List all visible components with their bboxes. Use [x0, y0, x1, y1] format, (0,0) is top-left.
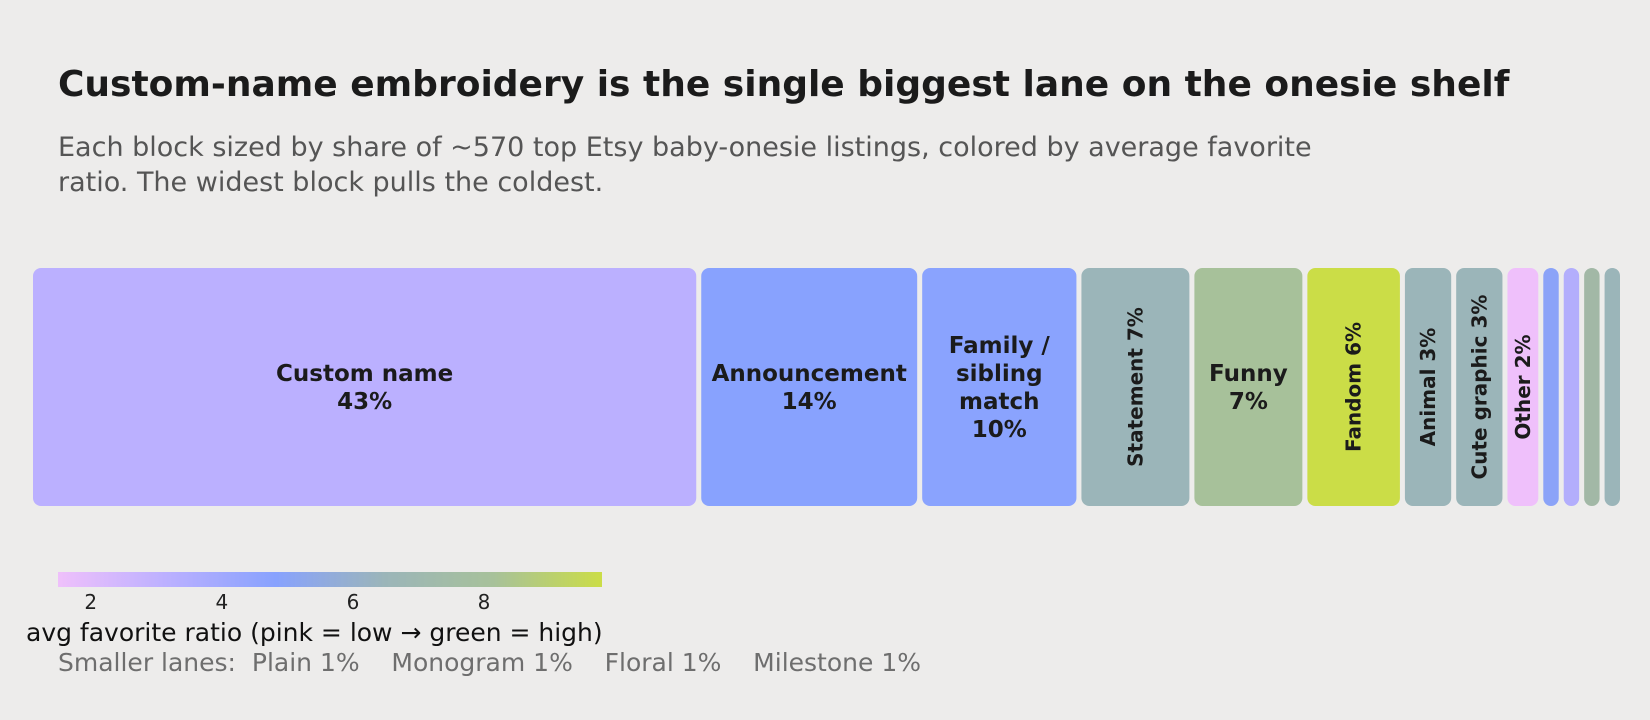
block-label-line: 10%: [972, 417, 1027, 443]
chart-title: Custom-name embroidery is the single big…: [58, 64, 1510, 105]
block-rect-other: [1507, 268, 1539, 506]
block-label-family-sibling-match: Family / sibling match 10%: [949, 333, 1051, 443]
colorbar-tick-label: 6: [346, 590, 360, 614]
block-label-line: Custom name: [276, 361, 453, 387]
block-other: Other 2%: [1507, 268, 1539, 506]
block-floral: [1584, 268, 1600, 506]
block-label-line: match: [959, 389, 1040, 415]
block-label-line: 43%: [337, 389, 392, 415]
block-label-line: Announcement: [712, 361, 907, 387]
colorbar-tick-label: 4: [215, 590, 229, 614]
block-label-fandom: Fandom 6%: [1342, 322, 1366, 452]
block-label-funny: Funny 7%: [1209, 361, 1288, 415]
block-label-line: 14%: [782, 389, 837, 415]
treemap-chart: Custom name 43% Announcement 14% Family / sib…: [33, 268, 1620, 506]
block-cute-graphic: Cute graphic 3%: [1456, 268, 1503, 506]
block-label-custom-name: Custom name 43%: [276, 361, 453, 415]
block-rect-cute-graphic: [1456, 268, 1503, 506]
colorbar-tick-label: 2: [84, 590, 98, 614]
block-rect-announcement: [701, 268, 918, 506]
block-label-cute-graphic: Cute graphic 3%: [1467, 295, 1491, 480]
block-milestone: [1604, 268, 1620, 506]
colorbar-ticks: 2 4 6 8: [58, 588, 602, 614]
smaller-lanes-note: Smaller lanes: Plain 1% Monogram 1% Flor…: [58, 648, 921, 677]
block-label-other: Other 2%: [1511, 334, 1535, 439]
block-plain: [1543, 268, 1559, 506]
block-family-sibling-match: Family / sibling match 10%: [922, 268, 1077, 506]
block-rect-fandom: [1307, 268, 1400, 506]
block-rect-floral: [1584, 268, 1600, 506]
block-fandom: Fandom 6%: [1307, 268, 1400, 506]
block-animal: Animal 3%: [1404, 268, 1452, 506]
block-rect-family-sibling-match: [922, 268, 1077, 506]
block-label-line: Family /: [949, 333, 1051, 359]
block-rect-milestone: [1604, 268, 1620, 506]
block-announcement: Announcement 14%: [701, 268, 918, 506]
block-label-animal: Animal 3%: [1416, 328, 1440, 447]
block-rect-custom-name: [33, 268, 697, 506]
colorbar-label: avg favorite ratio (pink = low → green =…: [26, 618, 603, 647]
colorbar-tick-label: 8: [477, 590, 491, 614]
block-statement: Statement 7%: [1081, 268, 1190, 506]
colorbar: [58, 572, 602, 587]
block-rect-animal: [1404, 268, 1452, 506]
block-label-statement: Statement 7%: [1123, 307, 1147, 467]
block-label-line: Funny: [1209, 361, 1288, 387]
block-custom-name: Custom name 43%: [33, 268, 697, 506]
block-label-announcement: Announcement 14%: [712, 361, 907, 415]
block-label-line: sibling: [956, 361, 1043, 387]
block-rect-monogram: [1563, 268, 1580, 506]
block-rect-plain: [1543, 268, 1559, 506]
block-rect-statement: [1081, 268, 1190, 506]
block-rect-funny: [1194, 268, 1303, 506]
block-label-line: 7%: [1229, 389, 1268, 415]
chart-subtitle: Each block sized by share of ~570 top Et…: [58, 132, 1312, 198]
block-monogram: [1563, 268, 1580, 506]
block-funny: Funny 7%: [1194, 268, 1303, 506]
